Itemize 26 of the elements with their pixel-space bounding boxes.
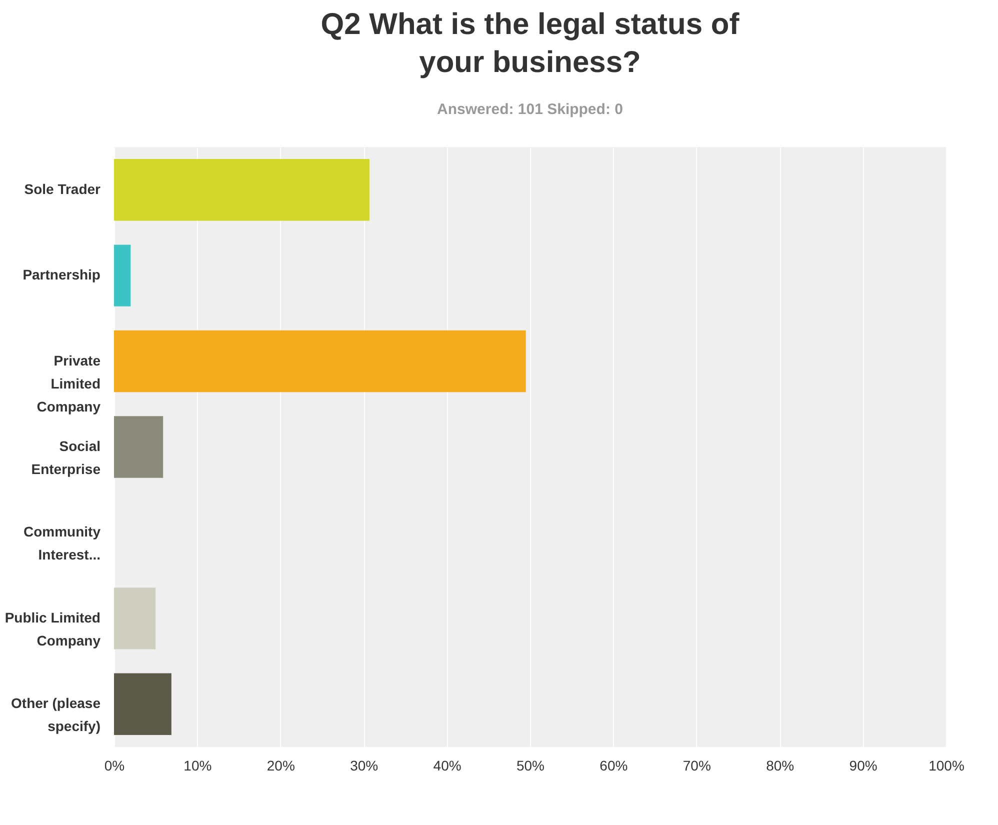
x-tick-label: 50% (516, 758, 545, 774)
bar (114, 330, 526, 392)
y-tick-label: Partnership (22, 266, 100, 283)
x-tick-label: 40% (433, 758, 462, 774)
x-tick-label: 60% (600, 758, 628, 774)
y-tick-label: Social Enterprise (31, 438, 101, 477)
y-tick-label: Community Interest... (24, 524, 101, 563)
y-tick-label: Other (please specify) (11, 695, 101, 734)
x-tick-label: 20% (266, 758, 295, 774)
bar (114, 159, 370, 221)
x-tick-label: 90% (849, 758, 878, 774)
chart-title: Q2 What is the legal status of your business? (320, 8, 740, 79)
bar (114, 244, 131, 306)
x-tick-label: 70% (682, 758, 711, 774)
x-tick-label: 80% (766, 758, 794, 774)
x-tick-label: 0% (104, 758, 125, 774)
bar (114, 416, 164, 478)
y-tick-label: Public Limited Company (4, 609, 101, 648)
x-tick-label: 30% (350, 758, 378, 774)
bar (114, 673, 172, 735)
chart-subtitle: Answered: 101 Skipped: 0 (437, 101, 623, 118)
x-tick-label: 100% (928, 758, 964, 774)
x-tick-label: 10% (184, 758, 212, 774)
bar (114, 588, 156, 650)
y-tick-label: Private Limited Company (36, 352, 101, 414)
y-tick-label: Sole Trader (24, 180, 102, 197)
